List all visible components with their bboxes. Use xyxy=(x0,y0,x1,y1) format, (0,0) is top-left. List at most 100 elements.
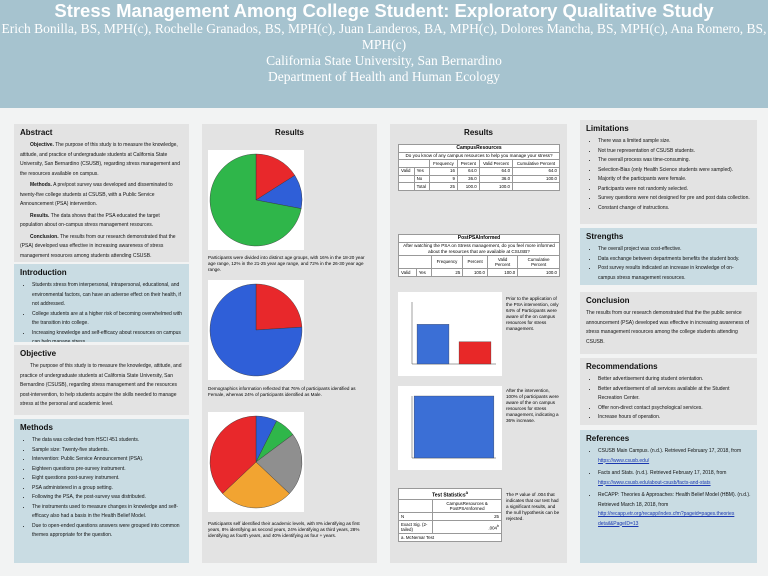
limitations-panel: Limitations There was a limited sample s… xyxy=(580,120,757,224)
table-cell: .004b xyxy=(432,520,502,535)
paragraph-label: Results. xyxy=(30,212,50,219)
bar xyxy=(416,324,450,365)
university: California State University, San Bernard… xyxy=(266,53,502,68)
methods-panel: Methods The data was collected from HSCI… xyxy=(14,419,189,563)
paragraph: The results from our research demonstrat… xyxy=(586,310,750,345)
paragraph-text: The results from our research demonstrat… xyxy=(20,233,176,259)
introduction-panel: Introduction Students stress from interp… xyxy=(14,264,189,342)
table-cell: 9 xyxy=(429,174,458,184)
table-cell: N xyxy=(397,512,434,522)
figure-box xyxy=(398,386,502,470)
list: The overall project was cost-effective.D… xyxy=(586,245,751,283)
list-item: PSA administered in a group setting. xyxy=(32,484,183,494)
list: Students stress from interpersonal, intr… xyxy=(20,281,183,342)
figure-caption: Participants were divided into distinct … xyxy=(208,255,365,272)
table-cell: 100.0 xyxy=(486,268,519,277)
pie-chart xyxy=(209,283,303,377)
bar-chart xyxy=(411,302,496,365)
figure-box xyxy=(398,292,502,376)
table-cell: 16 xyxy=(429,167,458,176)
table-cell: 100.0 xyxy=(456,182,480,191)
reference-text: CSUSB Main Campus. (n.d.). Retrieved Feb… xyxy=(598,448,742,454)
paragraph-label: Conclusion. xyxy=(30,233,59,240)
list-item: Better advertisement of all services ava… xyxy=(598,385,751,404)
results-figures: Participants were divided into distinct … xyxy=(202,124,377,563)
table-cell: Valid xyxy=(398,268,417,277)
list-item: The overall project was cost-effective. xyxy=(598,245,751,255)
table-cell xyxy=(512,182,560,191)
table-title-text: Test Statistics xyxy=(432,492,466,499)
header: Stress Management Among College Student:… xyxy=(0,0,768,108)
list-item: Eighteen questions pre-survey instrument… xyxy=(32,465,183,475)
section-title: Methods xyxy=(20,423,53,432)
table-title: PostPSAInformed xyxy=(398,234,560,243)
column-header: Frequency xyxy=(429,159,458,168)
list-item: Constant change of instructions. xyxy=(598,204,751,214)
section-title: Results xyxy=(275,128,304,137)
figure-caption: Demographics information reflected that … xyxy=(208,386,356,397)
list-item: Majority of the participants were female… xyxy=(598,175,751,185)
bar xyxy=(458,341,492,365)
abstract-panel: Abstract Objective. The purpose of this … xyxy=(14,124,189,262)
list: Better advertisement during student orie… xyxy=(586,375,751,423)
table-row: PostPSAInformed xyxy=(398,234,560,243)
table-row: Valid Yes 25 100.0 100.0 100.0 xyxy=(398,268,560,277)
paragraph: Methods. A pre/post survey was developed… xyxy=(20,181,183,210)
table-row: Valid Yes 16 64.0 64.0 64.0 xyxy=(398,167,560,176)
table-cell: 100.0 xyxy=(478,182,514,191)
list-item: Increasing knowledge and self-efficacy a… xyxy=(32,329,183,343)
reference: ReCAPP: Theories & Approaches: Health Be… xyxy=(598,491,751,529)
paragraph: Conclusion. The results from our researc… xyxy=(20,233,183,262)
section-title: Objective xyxy=(20,349,57,358)
list-item: Better advertisement during student orie… xyxy=(598,375,751,385)
pie-slice xyxy=(209,153,302,247)
cell-value: .004 xyxy=(488,525,497,531)
test-table: Test Statisticsa CampusResources & PostPS… xyxy=(397,487,502,542)
table-cell: 25 xyxy=(429,182,458,191)
table-row: Frequency Percent Valid Percent Cumulative … xyxy=(398,255,560,270)
table-cell: 64.0 xyxy=(512,167,560,176)
list-item: College students are at a higher risk of… xyxy=(32,310,183,329)
cell-value: 25 xyxy=(494,513,499,519)
footnote-mark: a xyxy=(465,489,468,495)
footnote-mark: b xyxy=(496,523,499,528)
table-row: Do you know of any campus resources to h… xyxy=(398,151,560,161)
table-cell: 36.0 xyxy=(478,174,514,184)
bar-chart xyxy=(411,395,496,459)
pie-slice xyxy=(209,415,257,494)
list: There was a limited sample size.Not true… xyxy=(586,137,751,213)
references-panel: References CSUSB Main Campus. (n.d.). Re… xyxy=(580,430,757,563)
conclusion-panel: Conclusion The results from our research… xyxy=(580,292,757,354)
list-item: Not true representation of CSUSB student… xyxy=(598,147,751,157)
list: CSUSB Main Campus. (n.d.). Retrieved Feb… xyxy=(586,447,751,529)
reference-link[interactable]: https://www.csusb.edu/about-csusb/facts-… xyxy=(598,479,711,486)
table-cell: Valid xyxy=(398,167,415,176)
table-row: CampusResources xyxy=(398,144,560,153)
table-cell: Total xyxy=(413,182,431,191)
pie-slice xyxy=(222,461,290,509)
paragraph: Objective. The purpose of this study is … xyxy=(20,141,183,179)
section-title: Conclusion xyxy=(586,296,630,305)
reference-link[interactable]: http://recapp.etr.org/recapp/index.cfm?p… xyxy=(598,511,735,527)
reference-link[interactable]: https://www.csusb.edu/ xyxy=(598,457,650,464)
list-item: Increase hours of operation. xyxy=(598,413,751,423)
list: The data was collected from HSCI 451 stu… xyxy=(20,436,183,541)
table-cell: Yes xyxy=(413,167,431,176)
pie-slice xyxy=(255,283,303,331)
reference: CSUSB Main Campus. (n.d.). Retrieved Feb… xyxy=(598,447,751,466)
list-item: There was a limited sample size. xyxy=(598,137,751,147)
section-title: References xyxy=(586,434,630,443)
table-cell: 64.0 xyxy=(456,167,480,176)
department: Department of Health and Human Ecology xyxy=(267,69,501,84)
reference: Facts and Stats. (n.d.). Retrieved Febru… xyxy=(598,469,751,488)
column-header: CampusResources & PostPSAInformed xyxy=(432,499,502,514)
strengths-panel: Strengths The overall project was cost-e… xyxy=(580,228,757,285)
table-cell xyxy=(398,182,415,191)
section-title: Abstract xyxy=(20,128,53,137)
column-header: Valid Percent xyxy=(478,159,514,168)
table-cell: 36.0 xyxy=(456,174,480,184)
figure-caption: After the intervention, 100% of particip… xyxy=(506,388,559,423)
table-cell: 100.0 xyxy=(462,268,488,277)
pie-slice xyxy=(255,153,296,201)
